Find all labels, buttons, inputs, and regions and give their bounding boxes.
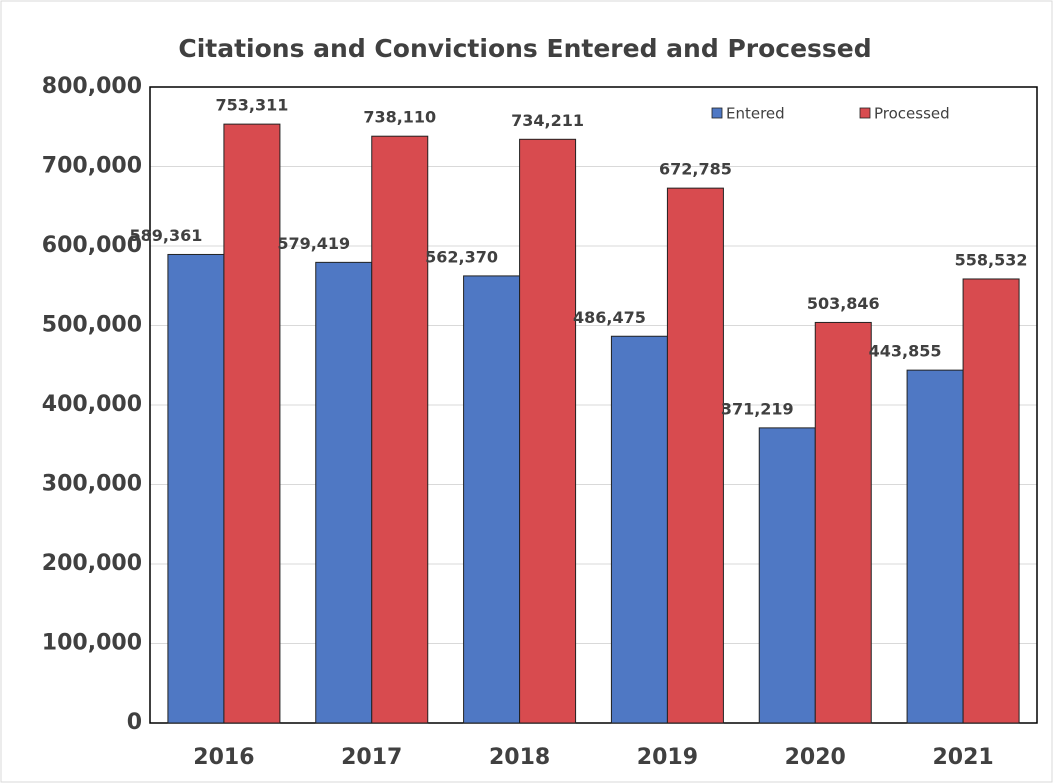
y-tick-label: 100,000 — [42, 631, 142, 656]
value-label: 443,855 — [869, 342, 942, 361]
y-tick-label: 200,000 — [42, 551, 142, 576]
bar — [223, 123, 281, 724]
x-tick-label: 2016 — [193, 745, 254, 770]
value-label: 589,361 — [129, 226, 202, 245]
y-tick-label: 800,000 — [42, 74, 142, 99]
value-label: 672,785 — [659, 160, 732, 179]
y-tick-label: 700,000 — [42, 154, 142, 179]
value-label: 558,532 — [955, 250, 1028, 269]
y-tick-label: 0 — [127, 710, 142, 735]
y-tick-label: 300,000 — [42, 472, 142, 497]
x-tick-label: 2020 — [785, 745, 846, 770]
x-tick-label: 2021 — [932, 745, 993, 770]
value-label: 503,846 — [807, 294, 880, 313]
bar — [519, 138, 577, 724]
value-label: 486,475 — [573, 308, 646, 327]
plot-border — [149, 86, 1038, 724]
bar — [610, 335, 668, 724]
legend-label: Processed — [874, 105, 950, 123]
bar — [962, 278, 1020, 724]
y-tick-label: 400,000 — [42, 392, 142, 417]
bar — [758, 427, 816, 724]
legend-label: Entered — [726, 105, 785, 123]
x-tick-label: 2018 — [489, 745, 550, 770]
x-tick-label: 2019 — [637, 745, 698, 770]
bar — [463, 275, 521, 724]
bar — [315, 261, 373, 724]
bar — [906, 369, 964, 724]
y-tick-label: 500,000 — [42, 313, 142, 338]
x-tick-label: 2017 — [341, 745, 402, 770]
value-label: 579,419 — [277, 234, 350, 253]
value-label: 738,110 — [363, 108, 436, 127]
bar — [371, 135, 429, 724]
value-label: 371,219 — [721, 399, 794, 418]
value-label: 562,370 — [425, 247, 498, 266]
legend-swatch — [859, 107, 871, 119]
value-label: 734,211 — [511, 111, 584, 130]
legend-swatch — [711, 107, 723, 119]
bar — [167, 253, 225, 724]
bar — [814, 321, 872, 724]
y-tick-label: 600,000 — [42, 233, 142, 258]
chart-title: Citations and Convictions Entered and Pr… — [178, 34, 871, 63]
bar — [666, 187, 724, 724]
value-label: 753,311 — [215, 96, 288, 115]
